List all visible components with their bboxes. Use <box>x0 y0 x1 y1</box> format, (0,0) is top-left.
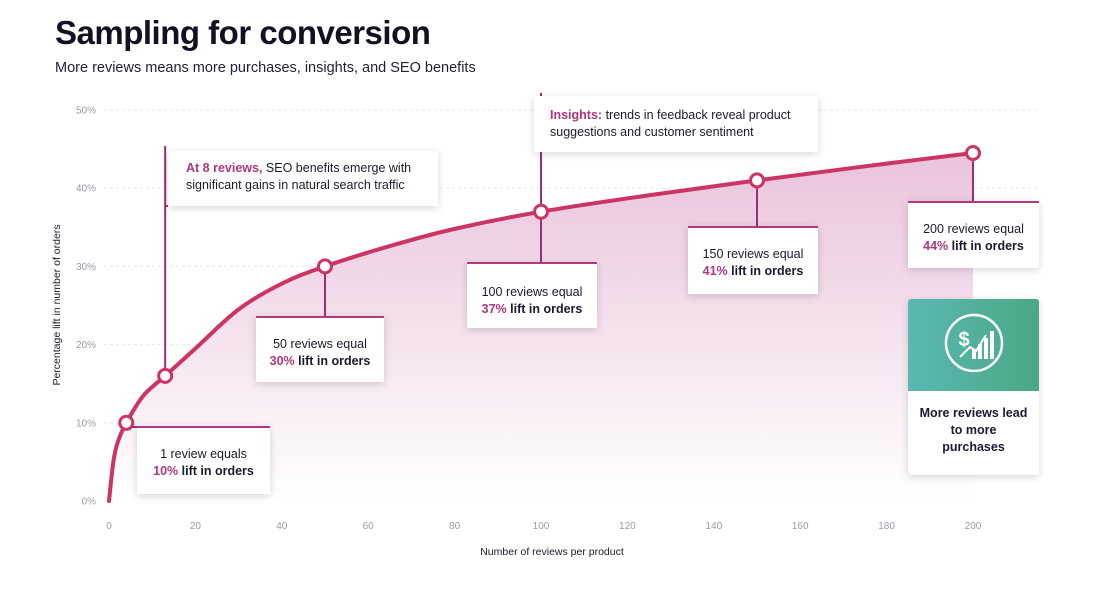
callout-1-review-pct: 10% <box>153 464 179 478</box>
callout-150-reviews: 150 reviews equal 41% lift in orders <box>688 226 818 294</box>
callout-150-reviews-rest: lift in orders <box>731 264 804 278</box>
x-tick-label: 20 <box>190 521 202 532</box>
y-tick-label: 50% <box>76 106 96 117</box>
callout-50-reviews-pct: 30% <box>269 354 295 368</box>
callout-150-reviews-line: 150 reviews equal <box>702 247 804 261</box>
y-axis-ticks: 0% 10% 20% 30% 40% 50% <box>76 106 96 508</box>
x-tick-label: 140 <box>705 521 722 532</box>
y-tick-label: 30% <box>76 262 96 273</box>
promo-card: $ More reviews lead to more purchases <box>908 299 1039 475</box>
x-tick-label: 100 <box>533 521 550 532</box>
callout-1-review-rest: lift in orders <box>181 464 254 478</box>
callout-200-reviews-pct: 44% <box>923 239 949 253</box>
data-point-marker <box>157 367 174 384</box>
x-tick-label: 0 <box>106 521 112 532</box>
x-tick-label: 180 <box>878 521 895 532</box>
y-tick-label: 40% <box>76 184 96 195</box>
data-point-marker <box>965 145 981 162</box>
callout-150-reviews-pct: 41% <box>702 264 728 278</box>
callout-1-review-line: 1 review equals <box>160 447 247 461</box>
seo-callout-text: SEO benefits emerge with significant gai… <box>186 161 412 192</box>
callout-100-reviews-line: 100 reviews equal <box>481 285 583 299</box>
insights-callout-text: trends in feedback reveal product sugges… <box>550 108 791 139</box>
y-axis-title: Percentage lift in number of orders <box>51 224 63 385</box>
insights-callout: Insights: trends in feedback reveal prod… <box>534 96 818 152</box>
x-tick-label: 80 <box>449 521 461 532</box>
callout-100-reviews: 100 reviews equal 37% lift in orders <box>467 262 597 328</box>
page-title: Sampling for conversion <box>55 14 431 51</box>
x-tick-label: 160 <box>792 521 809 532</box>
callout-200-reviews-rest: lift in orders <box>951 239 1024 253</box>
callout-50-reviews: 50 reviews equal 30% lift in orders <box>256 316 384 382</box>
callout-100-reviews-rest: lift in orders <box>510 302 583 316</box>
x-tick-label: 40 <box>276 521 288 532</box>
data-markers <box>118 145 981 431</box>
y-tick-label: 10% <box>76 418 96 429</box>
seo-callout-highlight: At 8 reviews, <box>186 161 263 175</box>
callout-1-review: 1 review equals 10% lift in orders <box>137 426 270 494</box>
x-axis-ticks: 0 20 40 60 80 100 120 140 160 180 200 <box>106 521 982 532</box>
callout-50-reviews-rest: lift in orders <box>298 354 371 368</box>
promo-banner: $ <box>908 299 1039 391</box>
seo-callout: At 8 reviews, SEO benefits emerge with s… <box>168 151 438 206</box>
x-tick-label: 120 <box>619 521 636 532</box>
y-tick-label: 20% <box>76 340 96 351</box>
data-point-marker <box>317 258 333 275</box>
data-point-marker <box>533 203 549 220</box>
dollar-growth-chart-icon: $ <box>942 311 1006 380</box>
x-tick-label: 200 <box>965 521 982 532</box>
x-axis-title: Number of reviews per product <box>480 546 624 558</box>
data-point-marker <box>118 414 135 431</box>
callout-50-reviews-line: 50 reviews equal <box>273 337 367 351</box>
svg-text:$: $ <box>958 329 969 351</box>
page-subtitle: More reviews means more purchases, insig… <box>55 60 476 76</box>
callout-100-reviews-pct: 37% <box>481 302 507 316</box>
promo-text: More reviews lead to more purchases <box>919 406 1028 454</box>
callout-200-reviews-line: 200 reviews equal <box>923 222 1024 236</box>
y-tick-label: 0% <box>82 497 97 508</box>
callout-200-reviews: 200 reviews equal 44% lift in orders <box>908 201 1039 268</box>
x-tick-label: 60 <box>363 521 375 532</box>
insights-callout-highlight: Insights: <box>550 108 603 122</box>
data-point-marker <box>749 172 765 189</box>
